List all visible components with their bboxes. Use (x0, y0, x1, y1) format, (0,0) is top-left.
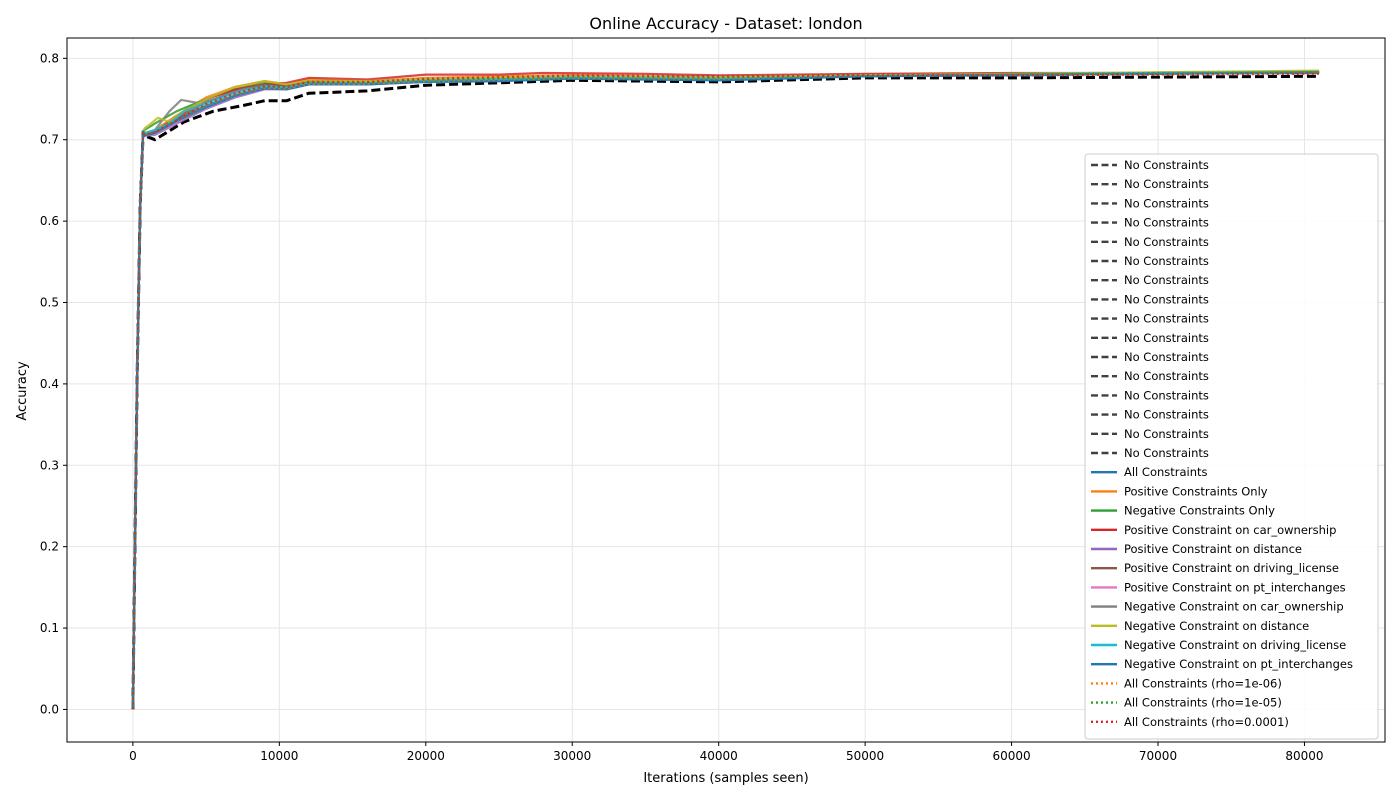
legend-label: No Constraints (1124, 350, 1209, 364)
axis-ticks: 0 10000 20000 30000 40000 50000 60000 70000 8000… (40, 51, 1324, 763)
legend-label: Negative Constraints Only (1124, 504, 1275, 518)
legend-label: All Constraints (rho=1e-06) (1124, 676, 1282, 690)
x-tick-label: 30000 (553, 749, 591, 763)
legend-label: No Constraints (1124, 158, 1209, 172)
x-tick-label: 50000 (846, 749, 884, 763)
legend-label: No Constraints (1124, 216, 1209, 230)
legend-label: All Constraints (rho=0.0001) (1124, 715, 1289, 729)
x-tick-label: 40000 (700, 749, 738, 763)
legend-label: No Constraints (1124, 273, 1209, 287)
legend-label: No Constraints (1124, 196, 1209, 210)
x-tick-label: 80000 (1285, 749, 1323, 763)
legend-box (1084, 153, 1379, 740)
series-line-all-constraints-rho-0-0001 (131, 72, 1320, 710)
legend-label: Positive Constraint on pt_interchanges (1124, 580, 1346, 594)
x-tick-label: 20000 (407, 749, 445, 763)
legend-label: No Constraints (1124, 235, 1209, 249)
x-tick-label: 0 (129, 749, 137, 763)
y-tick-label: 0.1 (40, 621, 59, 635)
legend-label: Positive Constraint on distance (1124, 542, 1302, 556)
legend-label: Negative Constraint on pt_interchanges (1124, 657, 1353, 671)
legend-label: No Constraints (1124, 177, 1209, 191)
y-tick-label: 0.4 (40, 377, 59, 391)
x-tick-label: 70000 (1139, 749, 1177, 763)
x-tick-label: 60000 (992, 749, 1030, 763)
legend-label: No Constraints (1124, 427, 1209, 441)
y-tick-label: 0.5 (40, 296, 59, 310)
legend-label: No Constraints (1124, 312, 1209, 326)
legend-label: Positive Constraint on driving_license (1124, 561, 1339, 575)
legend-label: No Constraints (1124, 292, 1209, 306)
chart-title: Online Accuracy - Dataset: london (589, 14, 862, 33)
legend-label: Negative Constraint on driving_license (1124, 638, 1346, 652)
legend-label: All Constraints (1124, 465, 1208, 479)
x-tick-label: 10000 (260, 749, 298, 763)
legend-label: No Constraints (1124, 408, 1209, 422)
legend-label: No Constraints (1124, 331, 1209, 345)
y-axis-label: Accuracy (15, 361, 30, 421)
legend-label: No Constraints (1124, 254, 1209, 268)
y-tick-label: 0.6 (40, 214, 59, 228)
plot-lines (131, 69, 1320, 710)
legend-label: Positive Constraint on car_ownership (1124, 523, 1336, 537)
y-tick-label: 0.0 (40, 702, 59, 716)
y-tick-label: 0.8 (40, 51, 59, 65)
legend-label: Negative Constraint on car_ownership (1124, 600, 1344, 614)
y-tick-label: 0.3 (40, 458, 59, 472)
legend-label: No Constraints (1124, 369, 1209, 383)
legend-label: All Constraints (rho=1e-05) (1124, 696, 1282, 710)
legend-label: No Constraints (1124, 388, 1209, 402)
legend: No Constraints No Constraints No Constrain… (1084, 153, 1379, 740)
y-tick-label: 0.7 (40, 133, 59, 147)
x-axis-label: Iterations (samples seen) (643, 771, 808, 786)
legend-label: Positive Constraints Only (1124, 484, 1268, 498)
plot-frame (66, 37, 1386, 743)
legend-label: Negative Constraint on distance (1124, 619, 1309, 633)
y-tick-label: 0.2 (40, 540, 59, 554)
legend-label: No Constraints (1124, 446, 1209, 460)
